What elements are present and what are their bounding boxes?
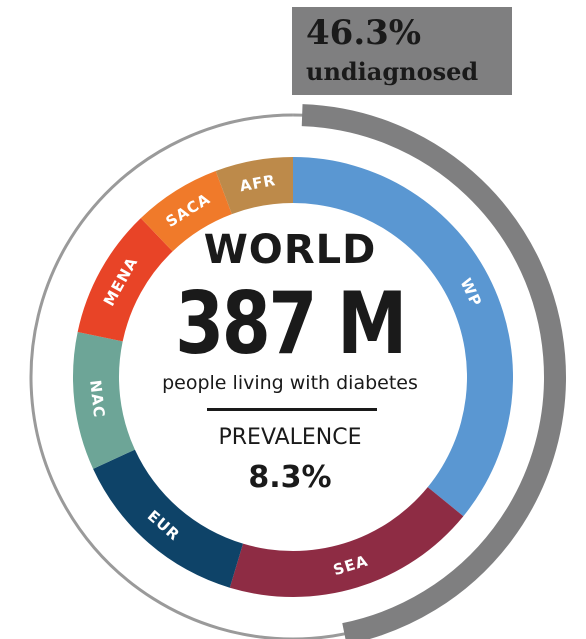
- undiagnosed-label: undiagnosed: [306, 57, 479, 86]
- segment-label-nac: NAC: [86, 379, 108, 419]
- prevalence-label: PREVALENCE: [218, 425, 362, 450]
- center-divider: [207, 408, 377, 411]
- undiagnosed-callout: 46.3% undiagnosed: [292, 7, 512, 95]
- segment-mena: [77, 218, 173, 342]
- segment-wp: [293, 157, 513, 517]
- segment-afr: [215, 157, 293, 215]
- total-count: 387 M: [175, 274, 407, 374]
- undiagnosed-percent: 46.3%: [306, 13, 422, 53]
- count-subtitle: people living with diabetes: [162, 372, 418, 394]
- segment-nac: [73, 331, 135, 469]
- segment-eur: [93, 449, 244, 588]
- chart-title: WORLD: [203, 227, 377, 273]
- segment-sea: [229, 487, 464, 597]
- donut-segments: [73, 157, 513, 597]
- segment-saca: [140, 171, 232, 252]
- undiagnosed-arc: [301, 104, 566, 639]
- prevalence-value: 8.3%: [248, 460, 332, 495]
